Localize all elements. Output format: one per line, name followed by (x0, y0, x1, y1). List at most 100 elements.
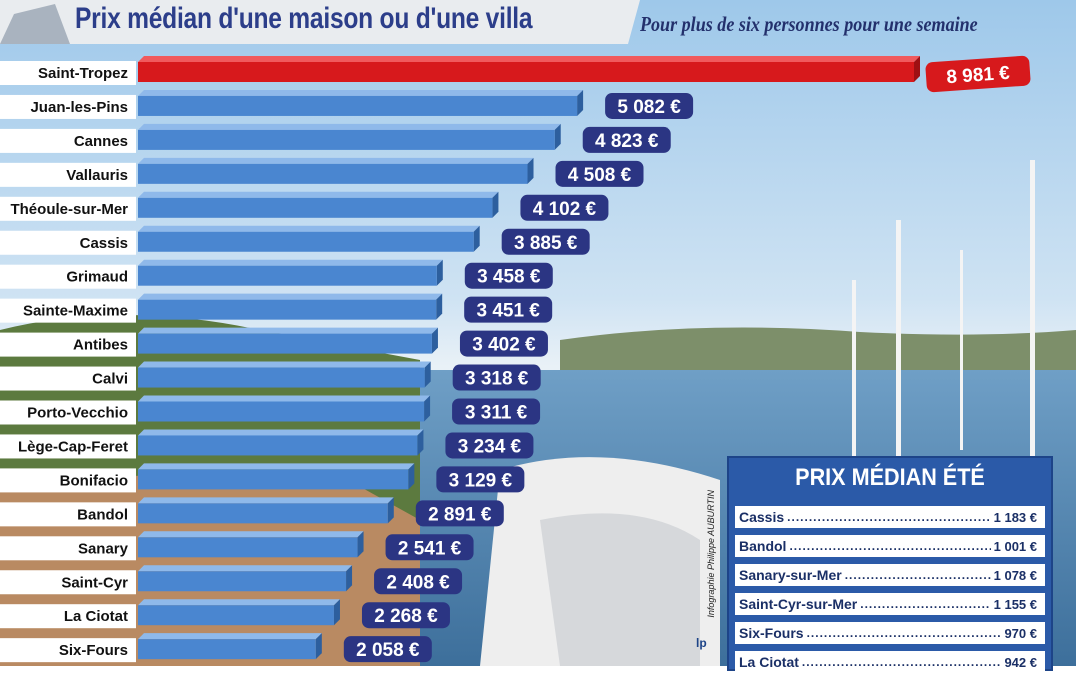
dot-leader: ........................................… (844, 568, 991, 582)
bar-top-face (138, 259, 443, 266)
category-label-bg (0, 128, 136, 153)
category-label-bg (0, 570, 136, 595)
value-label-bg (501, 228, 590, 255)
bar-side-face (436, 259, 443, 286)
bar-top-face (138, 225, 480, 232)
category-label-bg (0, 434, 136, 459)
bar (138, 571, 347, 592)
value-label: 3 885 € (501, 228, 590, 255)
summer-row-name: Cassis (739, 509, 785, 525)
value-label-bg (459, 330, 548, 357)
bar (138, 129, 555, 150)
bar-side-face (333, 599, 340, 626)
category-label: Théoule-sur-Mer (10, 201, 128, 218)
bar (138, 435, 418, 456)
value-label-text: 3 311 € (465, 403, 528, 424)
value-label: 3 311 € (452, 398, 541, 425)
bar-top-face (138, 565, 353, 572)
value-label: 4 102 € (520, 194, 609, 221)
bar-top-face (138, 89, 584, 96)
dot-leader: ........................................… (801, 655, 1002, 669)
chart-subtitle: Pour plus de six personnes pour une sema… (640, 12, 978, 36)
category-label-bg (0, 400, 136, 425)
value-label: 2 058 € (343, 636, 432, 663)
category-label: Saint-Tropez (38, 65, 128, 82)
category-label: Saint-Cyr (61, 574, 128, 591)
category-label-bg (0, 638, 136, 663)
chart-title: Prix médian d'une maison ou d'une villa (75, 2, 533, 35)
bar-top-face (138, 599, 340, 606)
category-label: Cassis (80, 235, 128, 252)
category-label: Antibes (73, 337, 128, 354)
value-label-bg (925, 55, 1031, 93)
bar-top-face (138, 463, 415, 470)
title-banner (0, 0, 640, 44)
bar-top-face (138, 327, 438, 334)
category-label: Sanary (78, 540, 129, 557)
summer-row-price: 1 183 € (993, 509, 1037, 525)
summer-row-price: 970 € (1004, 625, 1037, 641)
bar-top-face (138, 293, 443, 300)
summer-price-box: PRIX MÉDIAN ÉTÉ Cassis..................… (727, 456, 1053, 673)
value-label-text: 4 102 € (533, 199, 597, 220)
value-label-text: 2 891 € (428, 504, 492, 525)
value-label: 8 981 € (925, 55, 1031, 93)
bar-side-face (315, 633, 322, 660)
category-label: Juan-les-Pins (30, 99, 128, 116)
category-label: Cannes (74, 133, 128, 150)
value-label: 3 318 € (452, 364, 541, 391)
value-label-bg (464, 296, 553, 323)
bar (138, 231, 474, 252)
category-label-bg (0, 162, 136, 187)
value-label: 3 402 € (459, 330, 548, 357)
bar-side-face (431, 327, 438, 354)
dot-leader: ........................................… (789, 539, 991, 553)
summer-row-name: Saint-Cyr-sur-Mer (739, 596, 858, 612)
summer-row: Saint-Cyr-sur-Mer.......................… (735, 593, 1045, 615)
dot-leader: ........................................… (787, 510, 991, 524)
bar-side-face (473, 225, 480, 252)
value-label: 3 234 € (445, 432, 534, 459)
bar-side-face (424, 361, 431, 388)
bar-top-face (138, 497, 394, 504)
category-label: Porto-Vecchio (27, 405, 128, 422)
category-label: Bandol (77, 506, 128, 523)
bar (138, 299, 437, 320)
value-label: 2 541 € (385, 534, 474, 561)
value-label-bg (520, 194, 609, 221)
category-label-bg (0, 468, 136, 493)
value-label-text: 3 234 € (458, 436, 522, 457)
value-label-bg (452, 364, 541, 391)
summer-row: Sanary-sur-Mer..........................… (735, 564, 1045, 586)
category-label-bg (0, 264, 136, 289)
summer-row: Cassis..................................… (735, 506, 1045, 528)
bar-side-face (577, 89, 584, 116)
bar (138, 537, 358, 558)
bar-side-face (357, 531, 364, 558)
value-label-text: 3 318 € (465, 369, 529, 390)
bar-top-face (138, 56, 920, 62)
value-label-bg (464, 262, 553, 289)
dot-leader: ........................................… (806, 626, 1002, 640)
bar-top-face (138, 531, 364, 538)
summer-row: Bandol..................................… (735, 535, 1045, 557)
value-label: 3 451 € (464, 296, 553, 323)
bar (138, 401, 425, 422)
bar-side-face (554, 123, 561, 150)
summer-row: Six-Fours...............................… (735, 622, 1045, 644)
value-label: 3 458 € (464, 262, 553, 289)
value-label-text: 2 541 € (398, 538, 462, 559)
bar (138, 639, 316, 660)
value-label-bg (605, 92, 694, 119)
bar-top-face (138, 191, 499, 198)
bar-top-face (138, 157, 534, 164)
bar-top-face (138, 633, 322, 640)
bar-side-face (492, 191, 499, 218)
bar-top-face (138, 395, 431, 402)
value-label-bg (436, 466, 525, 493)
bar (138, 333, 432, 354)
bar (138, 605, 334, 626)
category-label: Sainte-Maxime (23, 303, 128, 320)
value-label-text: 3 885 € (514, 233, 578, 254)
